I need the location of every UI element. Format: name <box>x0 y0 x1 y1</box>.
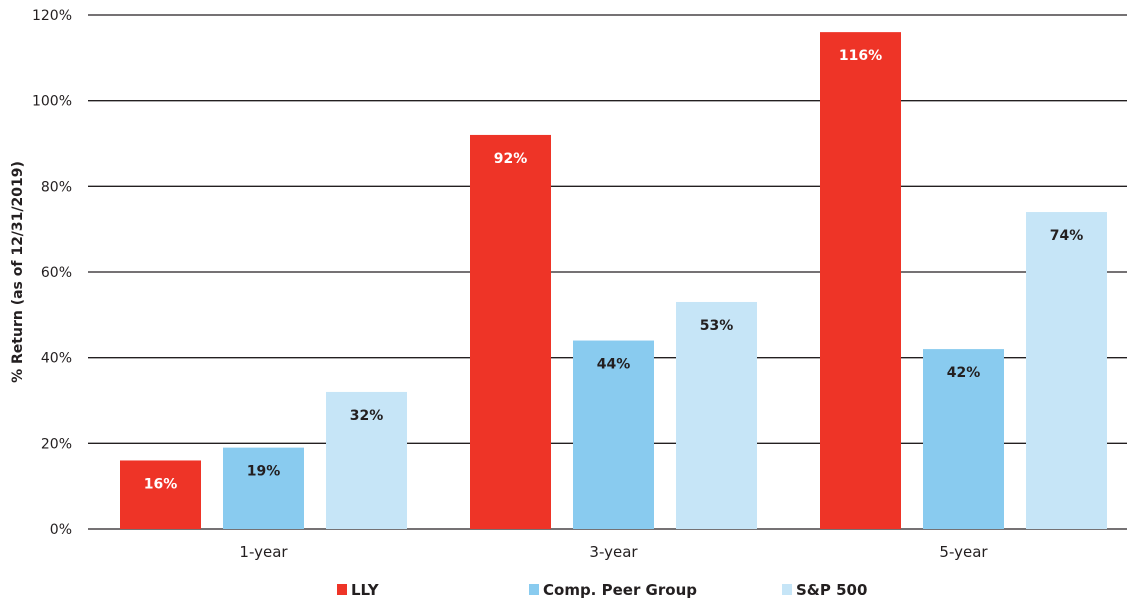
bar-lly-3-year <box>470 134 551 529</box>
data-label: 116% <box>839 48 882 64</box>
y-tick-label: 120% <box>32 8 72 24</box>
bar-s-p-500-3-year <box>676 301 757 529</box>
bar-comp-peer-group-5-year <box>923 349 1004 529</box>
y-tick-label: 80% <box>41 179 72 195</box>
legend-label: LLY <box>351 581 380 599</box>
legend-swatch <box>782 584 792 595</box>
data-label: 53% <box>700 318 734 334</box>
data-label: 44% <box>597 357 631 373</box>
legend-label: Comp. Peer Group <box>543 581 697 599</box>
y-axis-ticks: 0% 20% 40% 60% 80% 100% 120% <box>32 8 72 538</box>
legend-item-comp-peer-group: Comp. Peer Group <box>529 581 697 599</box>
legend-item-lly: LLY <box>337 581 380 599</box>
legend-label: S&P 500 <box>796 581 867 599</box>
bar-s-p-500-1-year <box>326 391 407 529</box>
y-tick-label: 40% <box>41 351 72 367</box>
y-axis-title: % Return (as of 12/31/2019) <box>10 161 26 383</box>
y-tick-label: 0% <box>50 522 72 538</box>
data-label: 16% <box>144 476 178 492</box>
data-label: 32% <box>350 408 384 424</box>
x-axis-categories: 1-year 3-year 5-year <box>239 543 988 561</box>
bars <box>120 32 1107 530</box>
data-labels: 16% 19% 32% 92% 44% 53% 116% 42% 74% <box>144 48 1084 492</box>
y-tick-label: 60% <box>41 265 72 281</box>
data-label: 92% <box>494 151 528 167</box>
bar-s-p-500-5-year <box>1026 212 1107 530</box>
x-category-label: 5-year <box>939 543 988 561</box>
bar-comp-peer-group-3-year <box>573 340 654 529</box>
legend-swatch <box>337 584 347 595</box>
x-category-label: 1-year <box>239 543 288 561</box>
y-tick-label: 20% <box>41 436 72 452</box>
y-tick-label: 100% <box>32 94 72 110</box>
legend: LLY Comp. Peer Group S&P 500 <box>337 581 867 599</box>
data-label: 42% <box>947 365 981 381</box>
legend-swatch <box>529 584 539 595</box>
bar-comp-peer-group-1-year <box>223 447 304 529</box>
bar-lly-1-year <box>120 460 201 529</box>
bar-lly-5-year <box>820 32 901 530</box>
x-category-label: 3-year <box>589 543 638 561</box>
data-label: 19% <box>247 464 281 480</box>
legend-item-s-p-500: S&P 500 <box>782 581 867 599</box>
data-label: 74% <box>1050 228 1084 244</box>
